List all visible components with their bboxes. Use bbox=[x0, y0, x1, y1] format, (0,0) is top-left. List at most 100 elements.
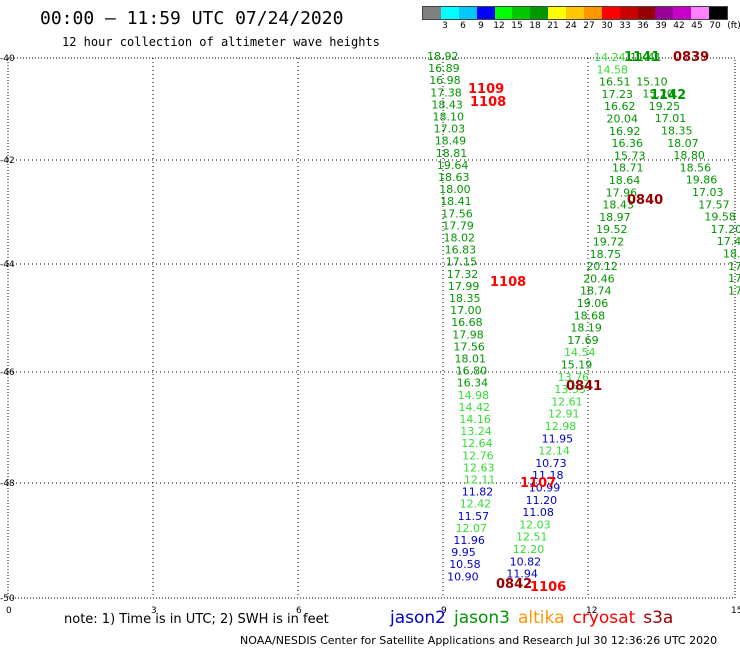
scale-swatch bbox=[566, 7, 584, 19]
wave-height-label: 17.57 bbox=[698, 198, 730, 211]
wave-height-label: 12.61 bbox=[551, 395, 583, 408]
pass-time-label: 1109 bbox=[468, 82, 504, 97]
note-text: note: 1) Time is in UTC; 2) SWH is in fe… bbox=[64, 612, 329, 627]
wave-height-label: 17.79 bbox=[442, 219, 474, 232]
wave-height-label: 10.90 bbox=[447, 570, 479, 583]
wave-height-label: 12.03 bbox=[519, 518, 551, 531]
pass-time-label: 1108 bbox=[470, 95, 506, 110]
wave-height-label: 18.00 bbox=[439, 183, 471, 196]
wave-height-label: 12.64 bbox=[461, 437, 493, 450]
wave-height-label: 18.35 bbox=[661, 125, 693, 138]
wave-height-label: 10.73 bbox=[535, 457, 567, 470]
pass-time-label: 0839 bbox=[673, 50, 709, 65]
wave-height-label: 18.19 bbox=[570, 322, 602, 335]
wave-height-label: 18.63 bbox=[438, 171, 470, 184]
x-tick-label: 15 bbox=[731, 606, 740, 616]
scale-swatch bbox=[494, 7, 513, 19]
wave-height-label: 17.15 bbox=[446, 256, 478, 269]
scale-tick-label: 30 bbox=[601, 21, 613, 31]
wave-height-label: 17.56 bbox=[453, 340, 485, 353]
scale-swatch bbox=[440, 7, 459, 19]
wave-height-label: 20.12 bbox=[586, 260, 618, 273]
wave-height-label: 13.53 bbox=[554, 383, 586, 396]
wave-height-label: 19.52 bbox=[596, 223, 628, 236]
legend-item-s3a: s3a bbox=[643, 608, 674, 628]
wave-height-label: 10.99 bbox=[529, 482, 561, 495]
wave-height-label: 18.64 bbox=[609, 174, 641, 187]
wave-height-label: 17.47 bbox=[717, 235, 740, 248]
wave-height-label: 19.86 bbox=[686, 174, 718, 187]
scale-swatch bbox=[691, 7, 709, 19]
wave-height-label: 17.01 bbox=[655, 112, 687, 125]
wave-height-label: 19.58 bbox=[704, 211, 736, 224]
y-tick-label: -40 bbox=[0, 54, 15, 64]
wave-height-label: 18.97 bbox=[599, 211, 631, 224]
wave-height-label: 15.19 bbox=[561, 359, 593, 372]
scale-tick-label: 33 bbox=[619, 21, 631, 31]
scale-tick-label: 45 bbox=[691, 21, 703, 31]
wave-height-label: 18.02 bbox=[444, 232, 476, 245]
wave-height-label: 18.49 bbox=[435, 135, 467, 148]
wave-height-label: 18.74 bbox=[580, 285, 612, 298]
wave-height-label: 17.23 bbox=[602, 88, 634, 101]
wave-height-label: 20.04 bbox=[607, 113, 639, 126]
wave-height-label: 14.42 bbox=[459, 401, 491, 414]
pass-time-label: 1142 bbox=[650, 88, 686, 103]
wave-height-label: 16.36 bbox=[612, 137, 644, 150]
scale-unit-label: (ft) bbox=[727, 21, 740, 31]
satellite-legend: jason2 jason3 altika cryosat s3a bbox=[390, 608, 681, 628]
wave-height-label: 19.64 bbox=[437, 159, 469, 172]
wave-height-label: 10.82 bbox=[510, 555, 541, 568]
map-title: 00:00 – 11:59 UTC 07/24/2020 bbox=[40, 8, 344, 29]
wave-height-label: 16.98 bbox=[429, 74, 461, 87]
scale-tick-label: 18 bbox=[529, 21, 541, 31]
wave-height-label: 11.20 bbox=[526, 494, 558, 507]
x-tick-label: 3 bbox=[151, 606, 157, 616]
wave-height-label: 11.94 bbox=[506, 568, 538, 581]
wave-height-label: 17.03 bbox=[692, 186, 724, 199]
legend-item-jason3: jason3 bbox=[454, 608, 510, 628]
wave-height-label: 16.62 bbox=[604, 100, 636, 113]
wave-height-label: 11.18 bbox=[532, 469, 564, 482]
scale-swatch bbox=[530, 7, 549, 19]
scale-swatch bbox=[458, 7, 477, 19]
scale-tick-label: 42 bbox=[673, 21, 685, 31]
scale-swatch bbox=[512, 7, 531, 19]
scale-swatch bbox=[655, 7, 674, 19]
wave-height-label: 14.24 bbox=[594, 51, 626, 64]
scale-swatch bbox=[601, 7, 620, 19]
wave-height-label: 16.83 bbox=[445, 244, 477, 257]
legend-item-jason2: jason2 bbox=[390, 608, 446, 628]
x-tick-label: 6 bbox=[296, 606, 302, 616]
wave-height-label: 16.34 bbox=[457, 377, 489, 390]
color-scale-bar bbox=[422, 6, 728, 20]
wave-height-label: 10.58 bbox=[449, 558, 481, 571]
color-scale-labels: 3 6 9 12 15 18 21 24 27 30 33 36 39 42 45 70 (ft) bbox=[422, 21, 740, 33]
wave-height-label: 12.42 bbox=[460, 498, 492, 511]
wave-height-label: 12.11 bbox=[464, 474, 496, 487]
scale-tick-label: 24 bbox=[565, 21, 577, 31]
wave-height-label: 11.57 bbox=[458, 510, 490, 523]
wave-height-label: 18.68 bbox=[574, 309, 606, 322]
legend-item-altika: altika bbox=[518, 608, 565, 628]
wave-height-label: 15.73 bbox=[614, 149, 646, 162]
x-tick-label: 9 bbox=[441, 606, 447, 616]
wave-height-label: 18.43 bbox=[602, 199, 634, 212]
scale-swatch bbox=[673, 7, 692, 19]
wave-height-label: 17.32 bbox=[447, 268, 479, 281]
wave-height-label: 17.3 bbox=[728, 272, 740, 285]
wave-height-label: 13.76 bbox=[558, 371, 590, 384]
scale-swatch bbox=[583, 7, 602, 19]
scale-tick-label: 9 bbox=[478, 21, 484, 31]
pass-time-label: 1107 bbox=[520, 476, 556, 491]
wave-height-label: 12.63 bbox=[463, 461, 495, 474]
scale-tick-label: 21 bbox=[547, 21, 559, 31]
scale-tick-label: 15 bbox=[511, 21, 523, 31]
pass-time-label: 1108 bbox=[490, 275, 526, 290]
wave-height-label: 18.01 bbox=[455, 353, 487, 366]
wave-height-label: 18.10 bbox=[433, 111, 465, 124]
scale-tick-label: 27 bbox=[583, 21, 595, 31]
scale-tick-label: 36 bbox=[637, 21, 649, 31]
y-tick-label: -44 bbox=[0, 260, 15, 270]
